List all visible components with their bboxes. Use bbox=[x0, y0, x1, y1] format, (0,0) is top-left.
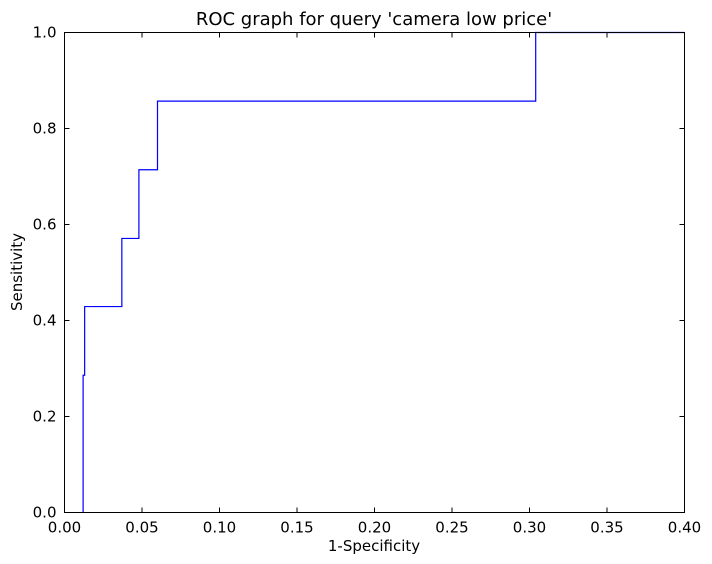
x-tick-label: 0.20 bbox=[358, 519, 391, 537]
x-tick-label: 0.05 bbox=[125, 519, 158, 537]
y-axis-label: Sensitivity bbox=[8, 233, 26, 311]
y-tick-label: 0.6 bbox=[33, 216, 57, 234]
axis-ticks: 0.00 0.05 0.10 0.15 0.20 0.25 0.30 0.35 0.40 0.0 0… bbox=[33, 24, 702, 537]
x-tick-label: 0.25 bbox=[435, 519, 468, 537]
y-tick-label: 0.2 bbox=[33, 408, 57, 426]
plot-area bbox=[82, 31, 685, 513]
roc-curve-series-0 bbox=[82, 31, 685, 513]
y-tick-label: 0.0 bbox=[33, 504, 57, 522]
y-tick-label: 0.8 bbox=[33, 120, 57, 138]
x-tick-label: 0.00 bbox=[48, 519, 81, 537]
x-tick-label: 0.10 bbox=[203, 519, 236, 537]
x-tick-label: 0.15 bbox=[280, 519, 313, 537]
x-tick-label: 0.35 bbox=[590, 519, 623, 537]
x-axis-label: 1-Specificity bbox=[328, 537, 420, 555]
x-tick-label: 0.30 bbox=[513, 519, 546, 537]
chart-title: ROC graph for query 'camera low price' bbox=[196, 9, 552, 30]
x-tick-label: 0.40 bbox=[668, 519, 701, 537]
plot-frame bbox=[64, 32, 685, 513]
y-tick-label: 0.4 bbox=[33, 312, 57, 330]
y-tick-label: 1.0 bbox=[33, 24, 57, 42]
